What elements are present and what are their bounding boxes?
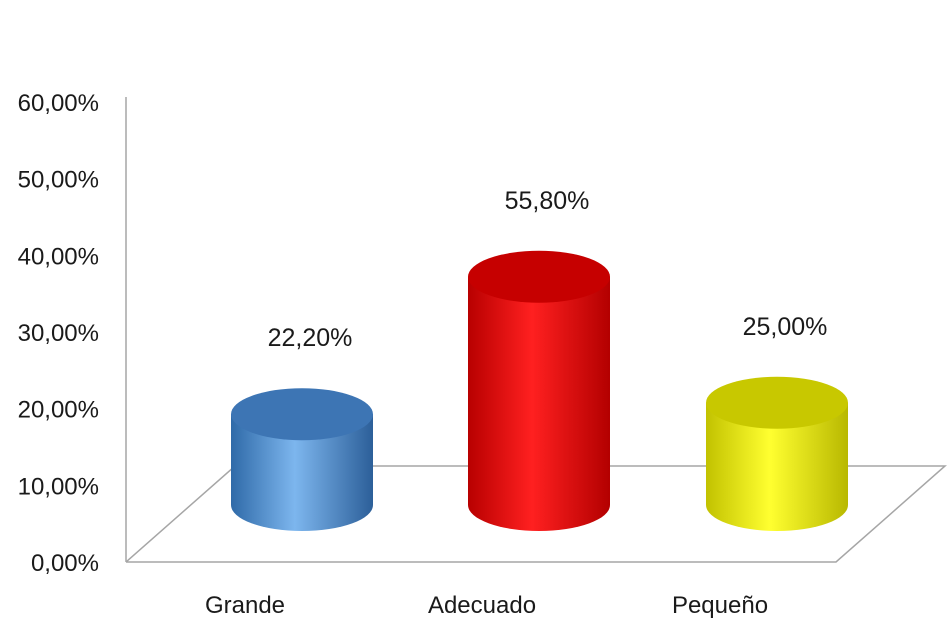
bar-body xyxy=(231,414,373,531)
floor-outline xyxy=(125,465,947,563)
bar-series xyxy=(231,250,848,531)
bar-top-cap xyxy=(468,250,610,303)
y-tick-label: 60,00% xyxy=(18,90,99,117)
x-tick-label: Pequeño xyxy=(672,592,768,619)
x-tick-label: Grande xyxy=(205,592,285,619)
axis-frame xyxy=(125,97,947,563)
y-tick-label: 50,00% xyxy=(18,167,99,194)
bar-grande xyxy=(231,388,373,531)
bar-pequeño xyxy=(706,376,848,531)
y-axis-tick-labels: 0,00% 10,00% 20,00% 30,00% 40,00% 50,00% 60,00… xyxy=(18,90,99,577)
y-tick-label: 10,00% xyxy=(18,473,99,500)
x-tick-label: Adecuado xyxy=(428,592,536,619)
data-labels: 22,20% 55,80% 25,00% xyxy=(268,187,828,352)
x-axis-tick-labels: Grande Adecuado Pequeño xyxy=(205,592,768,619)
bar-body xyxy=(706,402,848,531)
bar-adecuado xyxy=(468,250,610,531)
y-tick-label: 0,00% xyxy=(31,550,99,577)
y-tick-label: 30,00% xyxy=(18,320,99,347)
data-label: 25,00% xyxy=(743,313,828,341)
y-tick-label: 40,00% xyxy=(18,243,99,270)
bar-top-cap xyxy=(706,376,848,429)
data-label: 22,20% xyxy=(268,324,353,352)
bar-top-cap xyxy=(231,388,373,441)
y-tick-label: 20,00% xyxy=(18,397,99,424)
data-label: 55,80% xyxy=(505,187,590,215)
bar-body xyxy=(468,276,610,531)
